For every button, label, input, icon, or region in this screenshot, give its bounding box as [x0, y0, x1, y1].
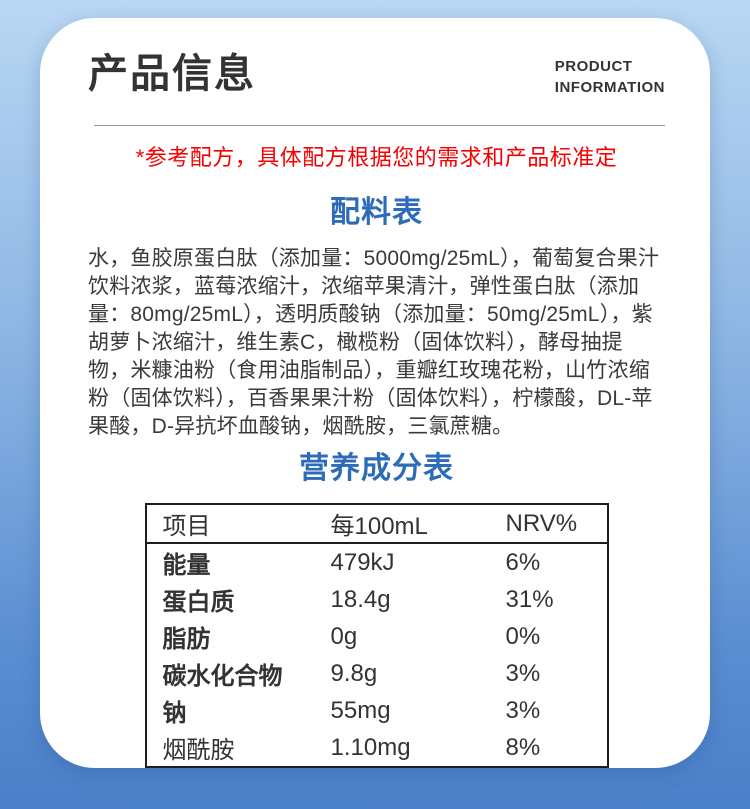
product-info-card: 产品信息 PRODUCT INFORMATION *参考配方，具体配方根据您的需… — [40, 18, 710, 768]
ingredients-text: 水，鱼胶原蛋白肽（添加量：5000mg/25mL），葡萄复合果汁饮料浓浆，蓝莓浓… — [88, 247, 660, 438]
table-row-protein: 蛋白质 18.4g 31% — [146, 581, 608, 618]
table-row-sodium: 钠 55mg 3% — [146, 692, 608, 729]
row-value: 9.8g — [330, 659, 378, 687]
row-value: 55mg — [330, 696, 391, 724]
row-value: 18.4g — [330, 585, 391, 613]
row-nrv: 3% — [505, 696, 541, 724]
row-nrv: 31% — [505, 585, 554, 613]
subtitle-line-2: INFORMATION — [554, 79, 665, 96]
row-label: 碳水化合物 — [162, 663, 283, 690]
header-divider — [94, 125, 665, 126]
column-header-item: 项目 — [162, 513, 211, 540]
subtitle-line-1: PRODUCT — [554, 58, 633, 75]
nutrition-heading: 营养成分表 — [299, 452, 454, 485]
row-value: 1.10mg — [330, 733, 411, 761]
row-nrv: 6% — [505, 548, 541, 576]
card-header: 产品信息 PRODUCT INFORMATION — [88, 51, 665, 98]
row-nrv: 0% — [505, 622, 541, 650]
row-label: 能量 — [162, 552, 211, 579]
page-title: 产品信息 — [88, 52, 256, 96]
row-label: 蛋白质 — [162, 589, 235, 616]
table-row-energy: 能量 479kJ 6% — [146, 543, 608, 581]
row-label: 脂肪 — [162, 626, 211, 653]
table-row-fat: 脂肪 0g 0% — [146, 618, 608, 655]
row-value: 479kJ — [330, 548, 395, 576]
table-row-carbohydrate: 碳水化合物 9.8g 3% — [146, 655, 608, 692]
row-label: 烟酰胺 — [162, 737, 235, 764]
row-value: 0g — [330, 622, 358, 650]
row-label: 钠 — [162, 700, 187, 727]
reference-formula-note: *参考配方，具体配方根据您的需求和产品标准定 — [135, 145, 618, 170]
ingredients-heading: 配料表 — [330, 196, 423, 229]
table-row-niacinamide: 烟酰胺 1.10mg 8% — [146, 729, 608, 767]
nutrition-table: 项目 每100mL NRV% 能量 479kJ 6% 蛋白质 18.4g 31%… — [144, 503, 609, 768]
column-header-per100ml: 每100mL — [330, 513, 428, 540]
row-nrv: 3% — [505, 659, 541, 687]
nutrition-table-header-row: 项目 每100mL NRV% — [145, 504, 608, 543]
page-subtitle-en: PRODUCT INFORMATION — [555, 56, 665, 98]
column-header-nrv: NRV% — [505, 509, 578, 537]
row-nrv: 8% — [505, 733, 541, 761]
